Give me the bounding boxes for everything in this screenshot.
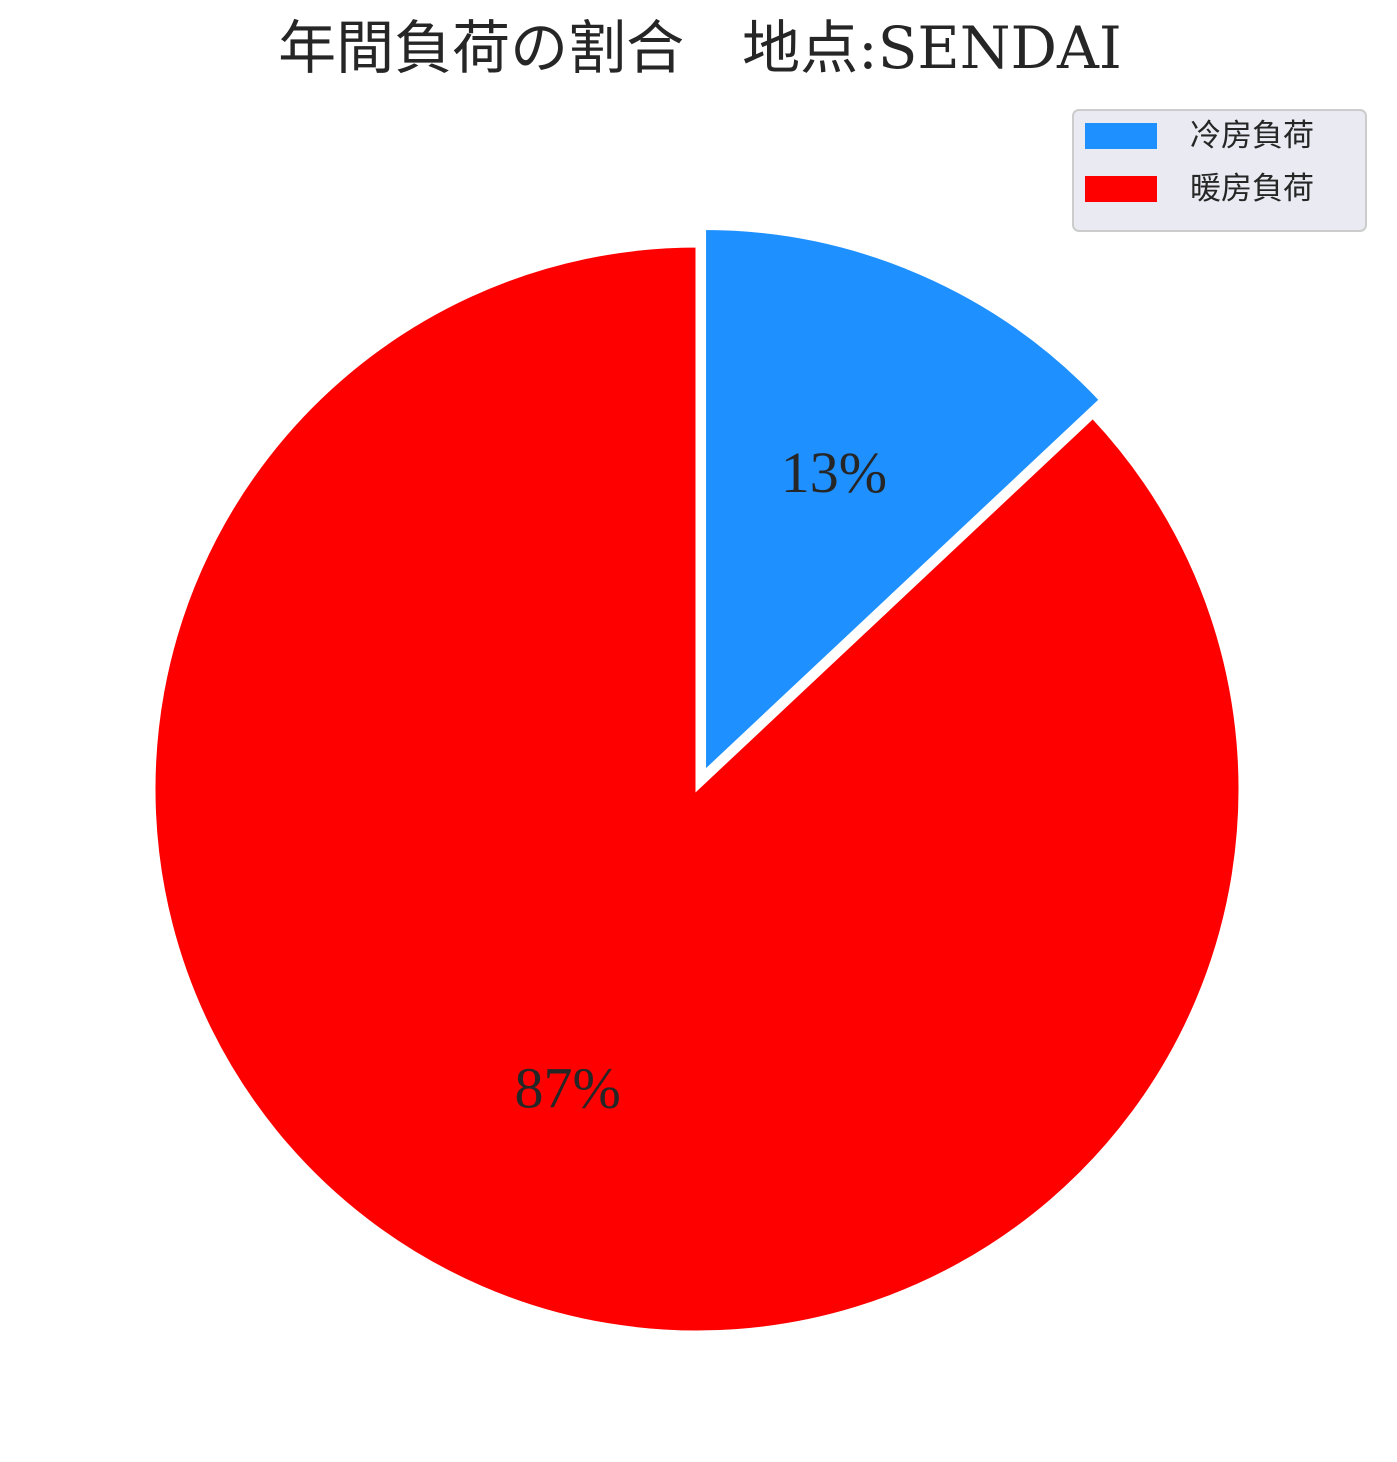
chart-title: 年間負荷の割合 地点:SENDAI — [278, 14, 1122, 82]
pie-slice-2 — [152, 244, 1242, 1334]
legend-label-2: 暖房負荷 — [1190, 171, 1314, 207]
pie-slices — [152, 227, 1242, 1334]
legend-swatch-1 — [1085, 123, 1157, 149]
pie-value-label-2: 87% — [514, 1056, 620, 1121]
pie-value-labels: 13% 87% — [514, 440, 887, 1120]
legend-swatch-2 — [1085, 176, 1157, 202]
pie-slice-1 — [703, 227, 1103, 776]
legend-label-1: 冷房負荷 — [1190, 118, 1314, 154]
pie-value-label-1: 13% — [781, 440, 887, 505]
